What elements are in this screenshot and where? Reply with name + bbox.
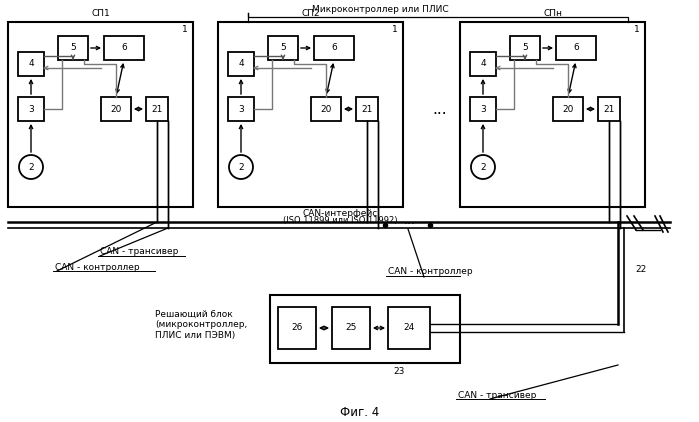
Text: 25: 25 [345, 324, 356, 333]
Text: 2: 2 [238, 162, 244, 171]
Bar [8, 22, 193, 207]
Bar [510, 36, 540, 60]
Text: 21: 21 [361, 105, 373, 114]
Bar [311, 97, 341, 121]
Text: 4: 4 [28, 60, 34, 68]
Text: 3: 3 [28, 105, 34, 114]
Text: 20: 20 [320, 105, 332, 114]
Text: 1: 1 [182, 25, 188, 35]
Bar [332, 307, 370, 349]
Circle shape [471, 155, 495, 179]
Text: СП1: СП1 [91, 10, 110, 19]
Text: СП2: СП2 [301, 10, 320, 19]
Circle shape [229, 155, 253, 179]
Text: 1: 1 [392, 25, 398, 35]
Bar [228, 97, 254, 121]
Bar [218, 22, 403, 207]
Text: Микроконтроллер или ПЛИС: Микроконтроллер или ПЛИС [312, 5, 448, 14]
Bar [388, 307, 430, 349]
Text: 3: 3 [238, 105, 244, 114]
Bar [314, 36, 354, 60]
Text: 6: 6 [121, 43, 127, 52]
Text: CAN - контроллер: CAN - контроллер [388, 268, 473, 276]
Text: 23: 23 [393, 366, 405, 376]
Text: CAN - контроллер: CAN - контроллер [55, 262, 140, 271]
Text: (ISO 11899 или ISO 11992): (ISO 11899 или ISO 11992) [283, 216, 397, 225]
Text: 21: 21 [151, 105, 163, 114]
Text: СПн: СПн [543, 10, 562, 19]
Text: ...: ... [404, 214, 416, 227]
Text: 5: 5 [522, 43, 528, 52]
Bar [228, 52, 254, 76]
Text: 22: 22 [635, 265, 647, 274]
Circle shape [19, 155, 43, 179]
Bar [18, 97, 44, 121]
Bar [58, 36, 88, 60]
Text: 6: 6 [573, 43, 579, 52]
Bar [598, 97, 620, 121]
Bar [270, 295, 460, 363]
Text: 20: 20 [110, 105, 122, 114]
Text: 26: 26 [291, 324, 303, 333]
Bar [101, 97, 131, 121]
Text: 3: 3 [480, 105, 486, 114]
Bar [470, 97, 496, 121]
Bar [18, 52, 44, 76]
Text: 5: 5 [280, 43, 286, 52]
Text: 2: 2 [28, 162, 34, 171]
Text: CAN-интерфейс: CAN-интерфейс [303, 208, 377, 217]
Bar [268, 36, 298, 60]
Bar [556, 36, 596, 60]
Bar [278, 307, 316, 349]
Text: CAN - трансивер: CAN - трансивер [100, 247, 178, 257]
Text: 4: 4 [480, 60, 486, 68]
Bar [356, 97, 378, 121]
Text: 6: 6 [331, 43, 337, 52]
Text: Решающий блок
(микроконтроллер,
ПЛИС или ПЭВМ): Решающий блок (микроконтроллер, ПЛИС или… [155, 310, 247, 340]
Text: Фиг. 4: Фиг. 4 [340, 406, 380, 419]
Text: 20: 20 [562, 105, 574, 114]
Bar [470, 52, 496, 76]
Bar [553, 97, 583, 121]
Text: 21: 21 [603, 105, 614, 114]
Bar [460, 22, 645, 207]
Text: 4: 4 [238, 60, 244, 68]
Text: ...: ... [433, 103, 447, 117]
Bar [146, 97, 168, 121]
Text: CAN - трансивер: CAN - трансивер [458, 390, 536, 400]
Text: 2: 2 [480, 162, 486, 171]
Text: 24: 24 [403, 324, 415, 333]
Text: 1: 1 [634, 25, 640, 35]
Text: 5: 5 [70, 43, 76, 52]
Bar [104, 36, 144, 60]
